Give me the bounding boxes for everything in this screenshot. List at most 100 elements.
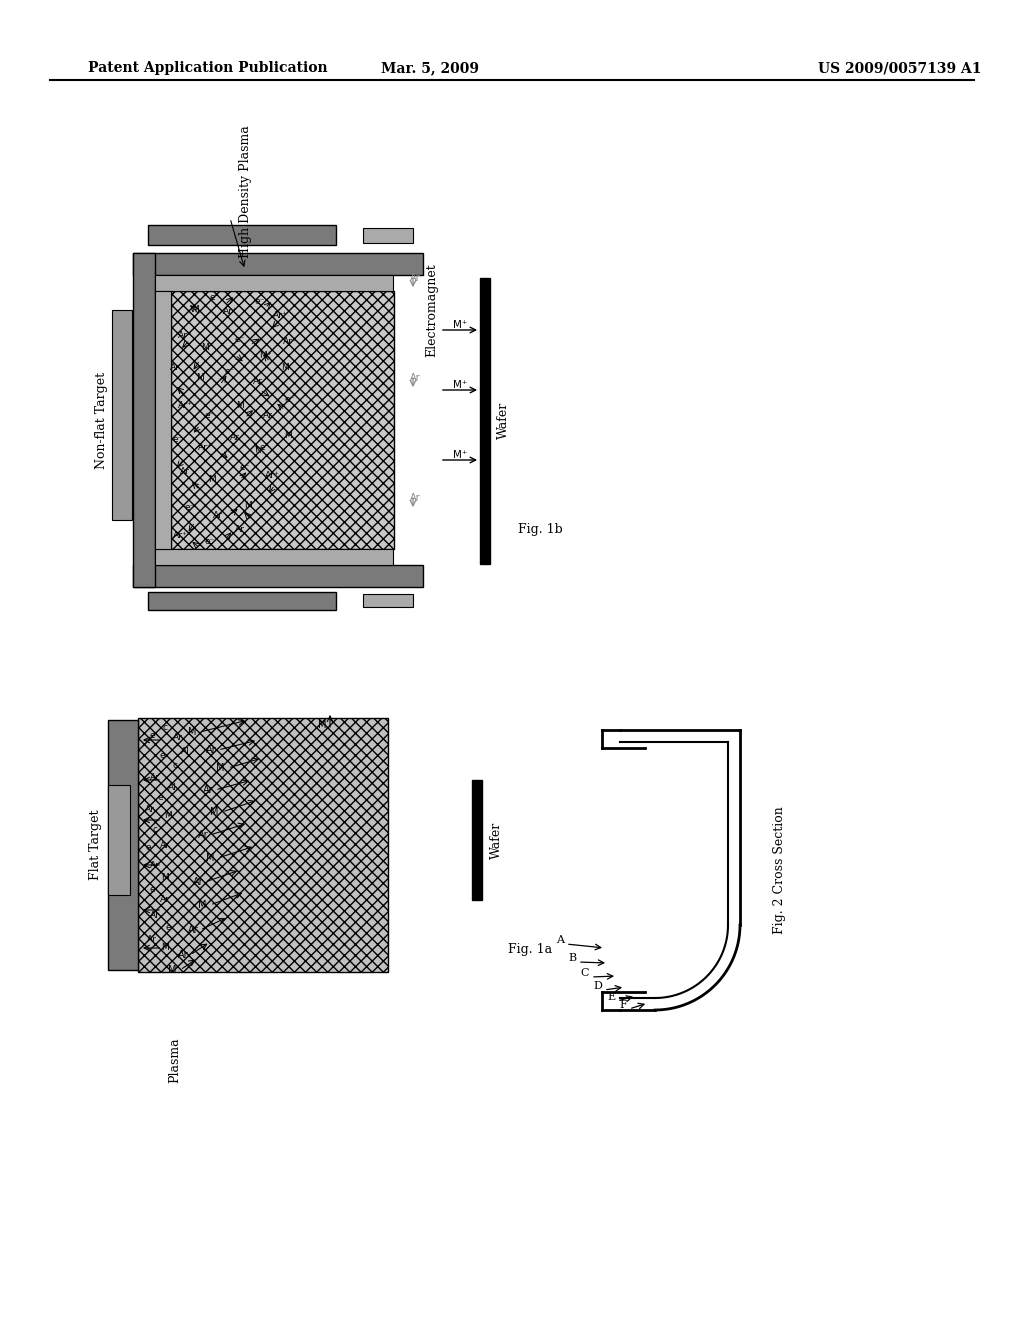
Text: Ar: Ar bbox=[180, 467, 189, 477]
Text: M: M bbox=[168, 965, 176, 975]
Text: M: M bbox=[164, 810, 172, 820]
Text: e⁻: e⁻ bbox=[260, 444, 270, 453]
Text: C: C bbox=[581, 968, 589, 978]
Text: Al: Al bbox=[168, 784, 176, 792]
Text: Ar: Ar bbox=[151, 911, 160, 920]
Text: Al: Al bbox=[180, 747, 189, 756]
Text: Fig. 1b: Fig. 1b bbox=[517, 524, 562, 536]
Text: e⁻: e⁻ bbox=[225, 367, 236, 376]
Text: c: c bbox=[153, 825, 158, 834]
Text: e: e bbox=[159, 751, 165, 759]
Text: Mar. 5, 2009: Mar. 5, 2009 bbox=[381, 61, 479, 75]
Text: B: B bbox=[568, 953, 577, 964]
Text: US 2009/0057139 A1: US 2009/0057139 A1 bbox=[818, 61, 982, 75]
Bar bbox=[133, 253, 155, 587]
Text: M: M bbox=[210, 807, 218, 817]
Text: e⁻: e⁻ bbox=[210, 293, 220, 302]
Text: Ar⁺: Ar⁺ bbox=[178, 400, 193, 409]
Text: Ar: Ar bbox=[203, 785, 214, 795]
Bar bbox=[148, 224, 336, 246]
Text: Ar: Ar bbox=[170, 363, 180, 372]
Text: Ar: Ar bbox=[213, 511, 223, 520]
Text: Wafer: Wafer bbox=[497, 401, 510, 438]
Text: e: e bbox=[150, 730, 155, 739]
Bar bbox=[138, 718, 388, 972]
Text: Ar: Ar bbox=[230, 433, 240, 442]
Text: M: M bbox=[216, 763, 224, 774]
Text: D: D bbox=[594, 981, 602, 991]
Bar bbox=[133, 253, 423, 275]
Bar bbox=[108, 785, 130, 895]
Bar bbox=[362, 594, 413, 607]
Text: e: e bbox=[150, 886, 155, 895]
Text: Ar: Ar bbox=[188, 925, 199, 935]
Text: Ar⁺: Ar⁺ bbox=[178, 330, 193, 339]
Text: High Density Plasma: High Density Plasma bbox=[239, 125, 252, 259]
Text: Ar: Ar bbox=[198, 830, 209, 840]
Text: Non-flat Target: Non-flat Target bbox=[95, 371, 109, 469]
Text: Ar: Ar bbox=[236, 525, 245, 535]
Text: E: E bbox=[607, 993, 615, 1002]
Text: Ar: Ar bbox=[151, 861, 160, 870]
Text: Ar: Ar bbox=[410, 273, 420, 282]
Text: M⁺: M⁺ bbox=[259, 351, 271, 359]
Text: M: M bbox=[282, 363, 289, 372]
Text: Flat Target: Flat Target bbox=[88, 809, 101, 880]
Text: Fig. 1a: Fig. 1a bbox=[508, 944, 552, 957]
Text: M: M bbox=[208, 475, 216, 484]
Text: e: e bbox=[145, 843, 151, 853]
Text: Ar: Ar bbox=[253, 378, 263, 387]
Text: Ar: Ar bbox=[193, 876, 204, 887]
Bar bbox=[155, 275, 393, 290]
Bar bbox=[112, 310, 132, 520]
Bar bbox=[148, 591, 336, 610]
Text: Plasma: Plasma bbox=[169, 1038, 181, 1082]
Text: F: F bbox=[620, 1001, 627, 1010]
Text: M: M bbox=[318, 719, 327, 730]
Text: e⁻: e⁻ bbox=[285, 396, 295, 404]
Text: Ar: Ar bbox=[178, 950, 188, 960]
Text: Ar⁺: Ar⁺ bbox=[272, 310, 288, 319]
Text: Ar⁺: Ar⁺ bbox=[283, 338, 297, 346]
Text: M: M bbox=[206, 853, 214, 863]
Text: M: M bbox=[237, 400, 244, 409]
Text: Ar: Ar bbox=[410, 492, 420, 503]
Text: e⁻: e⁻ bbox=[184, 503, 196, 512]
Text: M: M bbox=[161, 944, 169, 953]
Text: Electromagnet: Electromagnet bbox=[426, 263, 438, 356]
Text: e: e bbox=[158, 793, 163, 803]
Text: M⁺: M⁺ bbox=[453, 450, 467, 459]
Text: M: M bbox=[244, 500, 252, 510]
Text: M: M bbox=[161, 874, 169, 883]
Text: c: c bbox=[163, 723, 168, 733]
Text: Ar⁺: Ar⁺ bbox=[264, 470, 280, 479]
Bar bbox=[362, 228, 413, 243]
Text: Ar: Ar bbox=[145, 805, 155, 814]
Text: M: M bbox=[201, 343, 209, 352]
Text: Ar: Ar bbox=[263, 411, 273, 420]
Text: M⁺: M⁺ bbox=[453, 319, 467, 330]
Bar bbox=[480, 279, 490, 564]
Text: M: M bbox=[198, 900, 207, 909]
Bar bbox=[171, 290, 394, 549]
Text: Fig. 2 Cross Section: Fig. 2 Cross Section bbox=[773, 807, 786, 933]
Bar bbox=[133, 565, 423, 587]
Text: Ar: Ar bbox=[160, 841, 170, 850]
Bar bbox=[155, 290, 171, 549]
Text: e⁻: e⁻ bbox=[205, 411, 215, 420]
Text: c: c bbox=[172, 760, 177, 770]
Text: e⁻: e⁻ bbox=[234, 335, 245, 345]
Text: Ar⁺: Ar⁺ bbox=[173, 531, 187, 540]
Text: e: e bbox=[165, 924, 171, 932]
Text: M⁺: M⁺ bbox=[453, 380, 467, 389]
Text: e⁻: e⁻ bbox=[255, 297, 265, 306]
Bar bbox=[155, 549, 393, 565]
Text: Ar: Ar bbox=[173, 734, 183, 742]
Text: e⁻: e⁻ bbox=[205, 537, 215, 546]
Bar bbox=[108, 719, 138, 970]
Text: Patent Application Publication: Patent Application Publication bbox=[88, 61, 328, 75]
Text: Ar: Ar bbox=[206, 744, 217, 755]
Text: Ar: Ar bbox=[151, 774, 160, 783]
Text: Ar: Ar bbox=[147, 936, 157, 945]
Text: e⁻: e⁻ bbox=[240, 463, 250, 473]
